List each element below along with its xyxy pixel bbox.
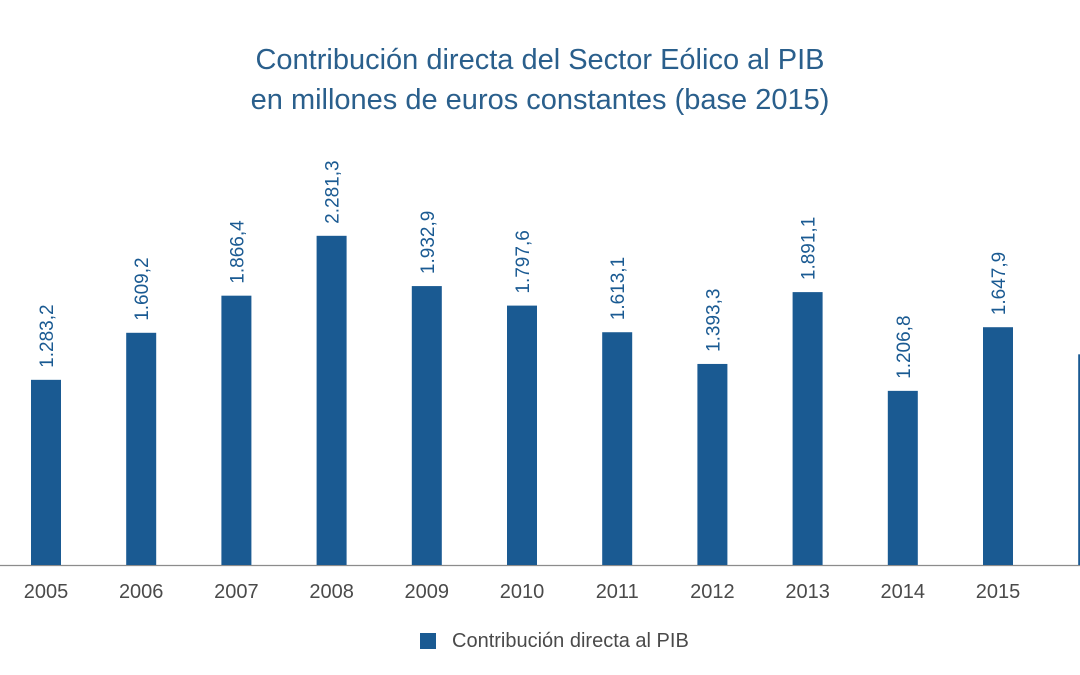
x-tick-2012: 2012 (690, 581, 735, 603)
x-tick-2007: 2007 (214, 581, 259, 603)
bar-2006 (126, 332, 157, 565)
value-label-2007: 1.866,4 (227, 220, 248, 284)
legend: Contribución directa al PIB (420, 628, 689, 654)
x-tick-2011: 2011 (596, 581, 639, 603)
value-label-2014: 1.206,8 (894, 315, 915, 378)
x-tick-2015: 2015 (976, 581, 1021, 603)
x-tick-2008: 2008 (309, 581, 354, 603)
value-label-2013: 1.891,1 (799, 217, 820, 280)
legend-label: Contribución directa al PIB (452, 629, 689, 652)
bar-2010 (507, 305, 537, 565)
x-tick-2010: 2010 (500, 581, 545, 603)
x-tick-2009: 2009 (405, 581, 450, 603)
value-label-2006: 1.609,2 (132, 257, 153, 320)
x-tick-2013: 2013 (785, 581, 830, 603)
value-label-2011: 1.613,1 (608, 257, 629, 320)
bar-2009 (411, 286, 442, 565)
x-tick-2014: 2014 (881, 581, 926, 603)
x-tick-2006: 2006 (119, 581, 164, 603)
bar-2012 (697, 363, 728, 565)
bar-2013 (792, 292, 823, 565)
bar-2015 (983, 327, 1013, 565)
bar-2016 (1078, 354, 1080, 565)
chart-title-line-2: en millones de euros constantes (base 20… (250, 84, 830, 116)
chart-title-line-1: Contribución directa del Sector Eólico a… (255, 44, 825, 76)
bar-2014 (887, 390, 918, 565)
value-label-2005: 1.283,2 (37, 304, 58, 367)
bar-2011 (602, 332, 633, 565)
chart-title: Contribución directa del Sector Eólico a… (0, 40, 1080, 120)
x-tick-2005: 2005 (24, 581, 69, 603)
value-label-2009: 1.932,9 (418, 211, 439, 274)
value-label-2012: 1.393,3 (703, 289, 724, 352)
value-label-2008: 2.281,3 (323, 160, 344, 223)
value-label-2010: 1.797,6 (513, 230, 534, 293)
value-label-2015: 1.647,9 (989, 252, 1010, 315)
bar-2005 (31, 379, 61, 565)
bar-2007 (221, 295, 252, 565)
bar-2008 (316, 235, 347, 565)
legend-swatch (420, 633, 436, 649)
